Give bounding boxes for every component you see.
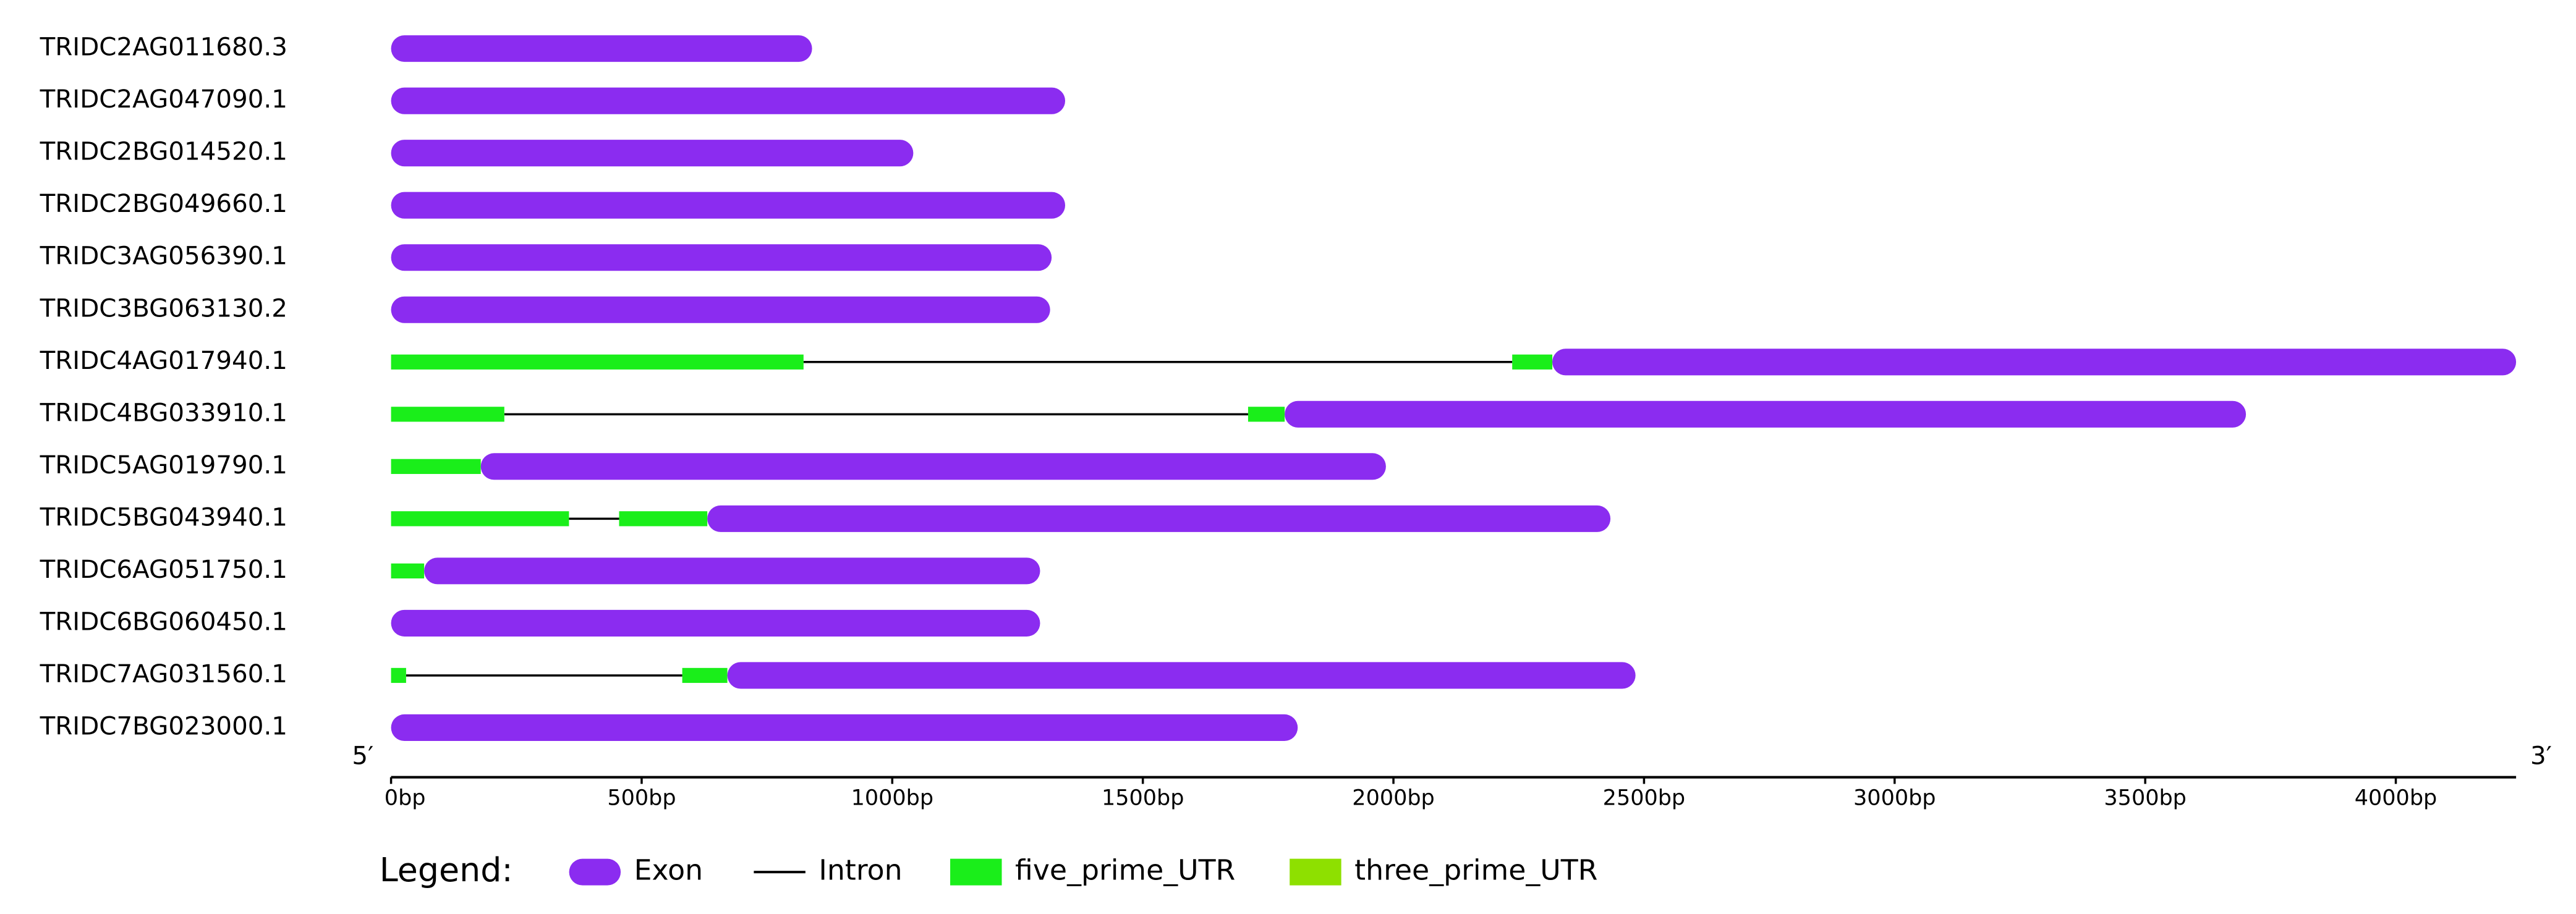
legend-label: Exon bbox=[634, 854, 704, 887]
x-tick-label: 1500bp bbox=[1102, 786, 1184, 811]
gene-label: TRIDC7AG031560.1 bbox=[40, 659, 287, 688]
five-prime-utr bbox=[682, 667, 728, 683]
exon bbox=[424, 557, 1040, 585]
gene-label: TRIDC2BG014520.1 bbox=[40, 137, 287, 166]
five-prime-utr bbox=[391, 511, 569, 527]
gene-label: TRIDC7BG023000.1 bbox=[40, 711, 287, 740]
x-tick-label: 3000bp bbox=[1853, 786, 1936, 811]
gene-label: TRIDC5AG019790.1 bbox=[40, 451, 287, 480]
legend-label: Intron bbox=[818, 854, 902, 887]
gene-label: TRIDC6BG060450.1 bbox=[40, 607, 287, 636]
legend-swatch bbox=[569, 858, 621, 886]
gene-label: TRIDC3BG063130.2 bbox=[40, 294, 287, 323]
five-prime-utr bbox=[391, 459, 481, 474]
gene-label: TRIDC2BG049660.1 bbox=[40, 189, 287, 218]
gene-label: TRIDC2AG011680.3 bbox=[40, 33, 287, 62]
gene-label: TRIDC6AG051750.1 bbox=[40, 555, 287, 584]
gene-label: TRIDC5BG043940.1 bbox=[40, 502, 287, 531]
x-tick-label: 4000bp bbox=[2355, 786, 2437, 811]
five-prime-utr bbox=[391, 407, 504, 422]
exon bbox=[391, 192, 1066, 219]
gene-label: TRIDC4BG033910.1 bbox=[40, 398, 287, 427]
exon bbox=[391, 87, 1066, 114]
x-tick-label: 2000bp bbox=[1352, 786, 1434, 811]
exon bbox=[1285, 400, 2247, 428]
five-prime-utr bbox=[391, 667, 406, 683]
x-tick-label: 1000bp bbox=[851, 786, 933, 811]
legend-label: five_prime_UTR bbox=[1015, 854, 1235, 887]
x-tick-label: 3500bp bbox=[2104, 786, 2186, 811]
exon bbox=[727, 662, 1636, 689]
five-prime-utr bbox=[1512, 354, 1553, 370]
five-prime-utr bbox=[619, 511, 708, 527]
exon bbox=[1552, 349, 2517, 376]
five-prime-utr bbox=[1248, 407, 1285, 422]
gene-label: TRIDC2AG047090.1 bbox=[40, 85, 287, 114]
five-prime-utr bbox=[391, 354, 804, 370]
gene-label: TRIDC3AG056390.1 bbox=[40, 242, 287, 271]
legend-label: three_prime_UTR bbox=[1354, 854, 1597, 887]
legend-title: Legend: bbox=[380, 850, 513, 889]
exon bbox=[391, 140, 914, 167]
exon bbox=[480, 453, 1386, 480]
start-label: 5′ bbox=[352, 741, 373, 770]
exon bbox=[707, 505, 1611, 532]
exon bbox=[391, 35, 812, 62]
end-label: 3′ bbox=[2530, 741, 2552, 770]
exon bbox=[391, 296, 1050, 323]
gene-label: TRIDC4AG017940.1 bbox=[40, 346, 287, 375]
x-tick-label: 0bp bbox=[385, 786, 426, 811]
exon bbox=[391, 609, 1040, 637]
legend-swatch bbox=[1290, 858, 1341, 886]
x-tick-label: 2500bp bbox=[1603, 786, 1685, 811]
x-tick-label: 500bp bbox=[607, 786, 676, 811]
exon bbox=[391, 714, 1298, 742]
legend-swatch bbox=[950, 858, 1002, 886]
five-prime-utr bbox=[391, 563, 425, 579]
exon bbox=[391, 244, 1052, 271]
